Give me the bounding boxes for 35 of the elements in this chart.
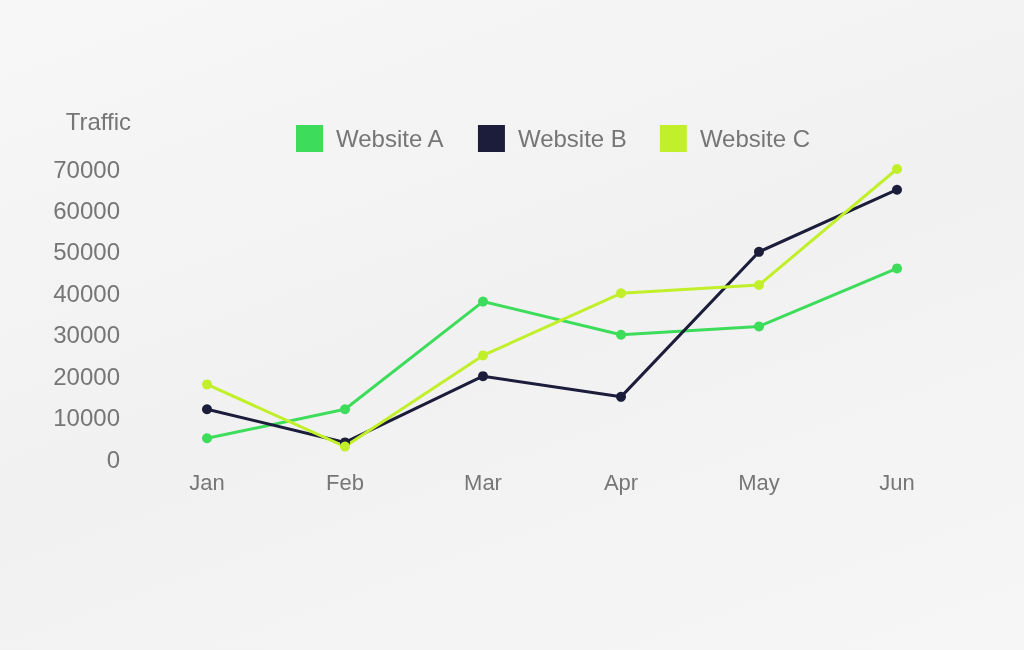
x-tick-label: May <box>738 469 780 495</box>
x-tick-label: Apr <box>603 469 639 495</box>
point <box>478 350 488 361</box>
point <box>754 321 764 332</box>
point <box>616 329 626 340</box>
point <box>892 184 902 195</box>
x-tick-label: Feb <box>326 469 364 495</box>
x-tick-label: Jun <box>879 469 915 495</box>
y-tick-label: 40000 <box>53 279 120 307</box>
y-tick-label: 30000 <box>53 321 120 349</box>
y-axis-title: Traffic <box>65 107 131 135</box>
point <box>616 391 626 402</box>
point <box>754 280 764 290</box>
point <box>892 263 902 274</box>
point <box>202 379 212 390</box>
point <box>478 296 488 307</box>
y-tick-label: 70000 <box>53 155 120 183</box>
y-tick-label: 50000 <box>53 238 120 266</box>
y-tick-label: 10000 <box>53 404 120 432</box>
point <box>478 371 488 382</box>
y-tick-label: 0 <box>106 445 120 473</box>
y-tick-label: 60000 <box>53 196 120 224</box>
y-tick-label: 20000 <box>53 362 120 390</box>
point <box>892 164 902 174</box>
point <box>340 404 350 415</box>
legend-label: Website A <box>336 125 444 152</box>
point <box>616 288 626 299</box>
point <box>202 433 212 444</box>
x-tick-label: Jan <box>189 469 225 495</box>
x-tick-label: Mar <box>464 469 502 495</box>
point <box>340 441 350 452</box>
point <box>754 246 764 257</box>
legend-label: Website B <box>517 125 627 152</box>
point <box>202 404 212 415</box>
legend-label: Website C <box>699 125 811 152</box>
